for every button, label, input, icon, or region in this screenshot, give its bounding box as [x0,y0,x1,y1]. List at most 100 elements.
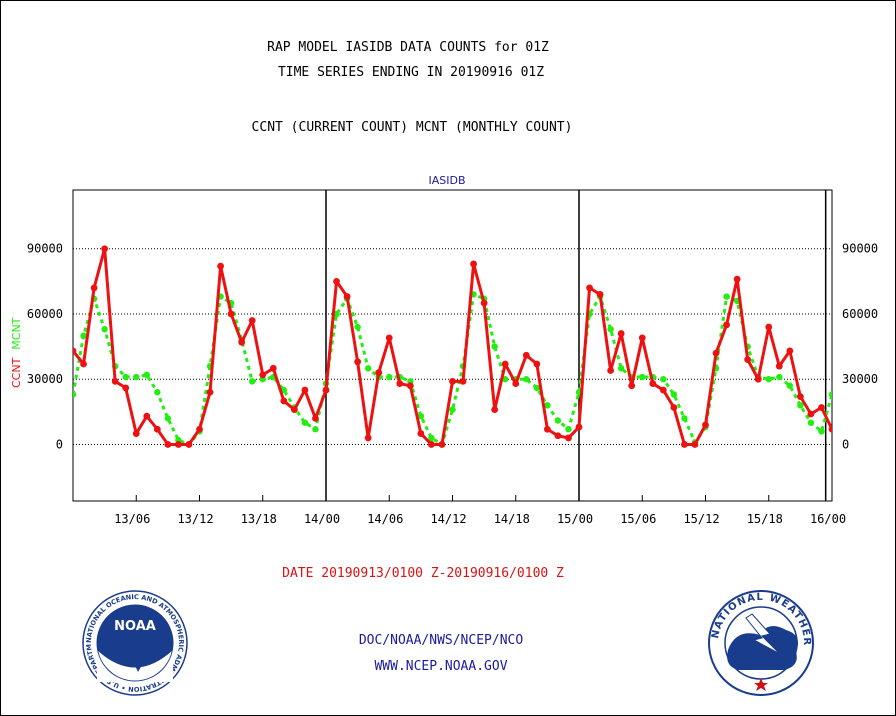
data-point-ccnt [628,382,636,390]
y-tick-label-right: 60000 [842,307,878,321]
data-point-mcnt [554,417,562,424]
y-axis-label: CCNT MCNT [10,317,23,388]
data-point-ccnt [248,317,256,324]
x-tick-label: 13/12 [177,512,213,526]
y-tick-label-left: 90000 [27,242,63,256]
x-tick-label: 15/18 [747,512,783,526]
y-axis-label-ccnt: CCNT [10,357,23,388]
data-point-mcnt [533,384,541,392]
data-point-mcnt [164,415,172,422]
data-point-mcnt [639,373,646,381]
data-point-mcnt [523,376,530,383]
date-range-label: DATE 20190913/0100 Z-20190916/0100 Z [282,566,564,581]
data-point-ccnt [607,367,615,374]
data-point-ccnt [111,377,119,385]
data-point-ccnt [101,245,109,253]
y-tick-label-left: 60000 [27,307,63,321]
y-axis-label-mcnt: MCNT [10,317,23,349]
data-point-ccnt [702,421,709,429]
y-tick-label-right: 30000 [842,372,878,386]
data-point-ccnt [744,356,752,364]
data-point-ccnt [185,441,193,448]
x-tick-label: 15/06 [620,512,656,526]
data-point-ccnt [786,347,794,355]
data-point-ccnt [122,384,130,392]
data-point-ccnt [280,397,288,405]
data-point-mcnt [818,428,825,435]
data-point-ccnt [217,262,224,270]
data-point-mcnt [364,365,372,372]
data-point-mcnt [502,376,509,383]
data-point-ccnt [796,393,804,401]
data-point-mcnt [80,332,87,339]
data-point-mcnt [133,373,140,381]
data-point-ccnt [638,334,646,342]
data-point-ccnt [364,434,372,442]
chart-title: IASIDB [428,174,465,187]
data-point-ccnt [807,410,815,418]
series-line-ccnt [73,247,832,446]
data-point-ccnt [290,406,298,414]
data-point-ccnt [375,369,383,377]
data-point-mcnt [786,382,794,389]
data-point-ccnt [501,360,509,368]
y-tick-label-right: 0 [842,437,849,451]
data-point-ccnt [712,349,720,357]
data-point-ccnt [659,386,667,394]
data-point-mcnt [565,426,572,433]
data-point-mcnt [776,373,783,381]
data-point-ccnt [385,334,393,342]
data-point-ccnt [733,275,741,283]
data-point-ccnt [143,412,151,420]
data-point-mcnt [101,325,108,333]
y-tick-label-left: 30000 [27,372,63,386]
x-tick-label: 16/00 [810,512,846,526]
data-point-ccnt [132,430,140,437]
data-point-ccnt [333,277,340,285]
data-point-mcnt [154,389,161,396]
data-point-ccnt [754,375,762,383]
x-tick-label: 14/18 [494,512,530,526]
data-point-ccnt [649,380,657,387]
data-point-ccnt [533,360,541,368]
y-tick-label-right: 90000 [842,242,878,256]
data-point-ccnt [480,299,488,307]
data-point-ccnt [238,338,246,346]
data-point-ccnt [312,414,319,422]
data-point-ccnt [459,377,467,385]
data-point-mcnt [607,325,614,333]
data-point-mcnt [428,434,435,442]
data-point-ccnt [691,441,699,448]
data-point-ccnt [80,360,87,368]
data-point-ccnt [596,290,604,298]
data-point-mcnt [670,391,678,398]
x-tick-label: 14/12 [430,512,466,526]
data-point-ccnt [396,380,404,387]
data-point-mcnt [143,371,150,379]
data-point-mcnt [544,402,551,409]
data-point-ccnt [269,364,277,372]
data-point-mcnt [765,376,772,383]
data-point-ccnt [554,432,562,440]
x-tick-label: 13/18 [241,512,277,526]
data-point-mcnt [797,402,804,409]
data-point-ccnt [438,441,446,448]
x-tick-label: 13/06 [114,512,150,526]
data-point-ccnt [470,260,477,268]
data-point-mcnt [681,415,688,422]
data-point-mcnt [660,376,667,383]
data-point-ccnt [354,358,362,366]
data-point-mcnt [301,419,309,426]
data-point-mcnt [354,323,361,331]
data-point-mcnt [449,406,456,413]
data-point-ccnt [259,371,267,379]
data-point-ccnt [449,377,456,385]
url-link[interactable]: WWW.NCEP.NOAA.GOV [374,659,508,674]
data-point-ccnt [175,441,182,448]
data-point-ccnt [73,347,77,355]
x-tick-label: 14/06 [367,512,403,526]
data-point-ccnt [723,321,730,329]
header-line-3: CCNT (CURRENT COUNT) MCNT (MONTHLY COUNT… [251,120,573,135]
data-point-ccnt [586,284,593,292]
